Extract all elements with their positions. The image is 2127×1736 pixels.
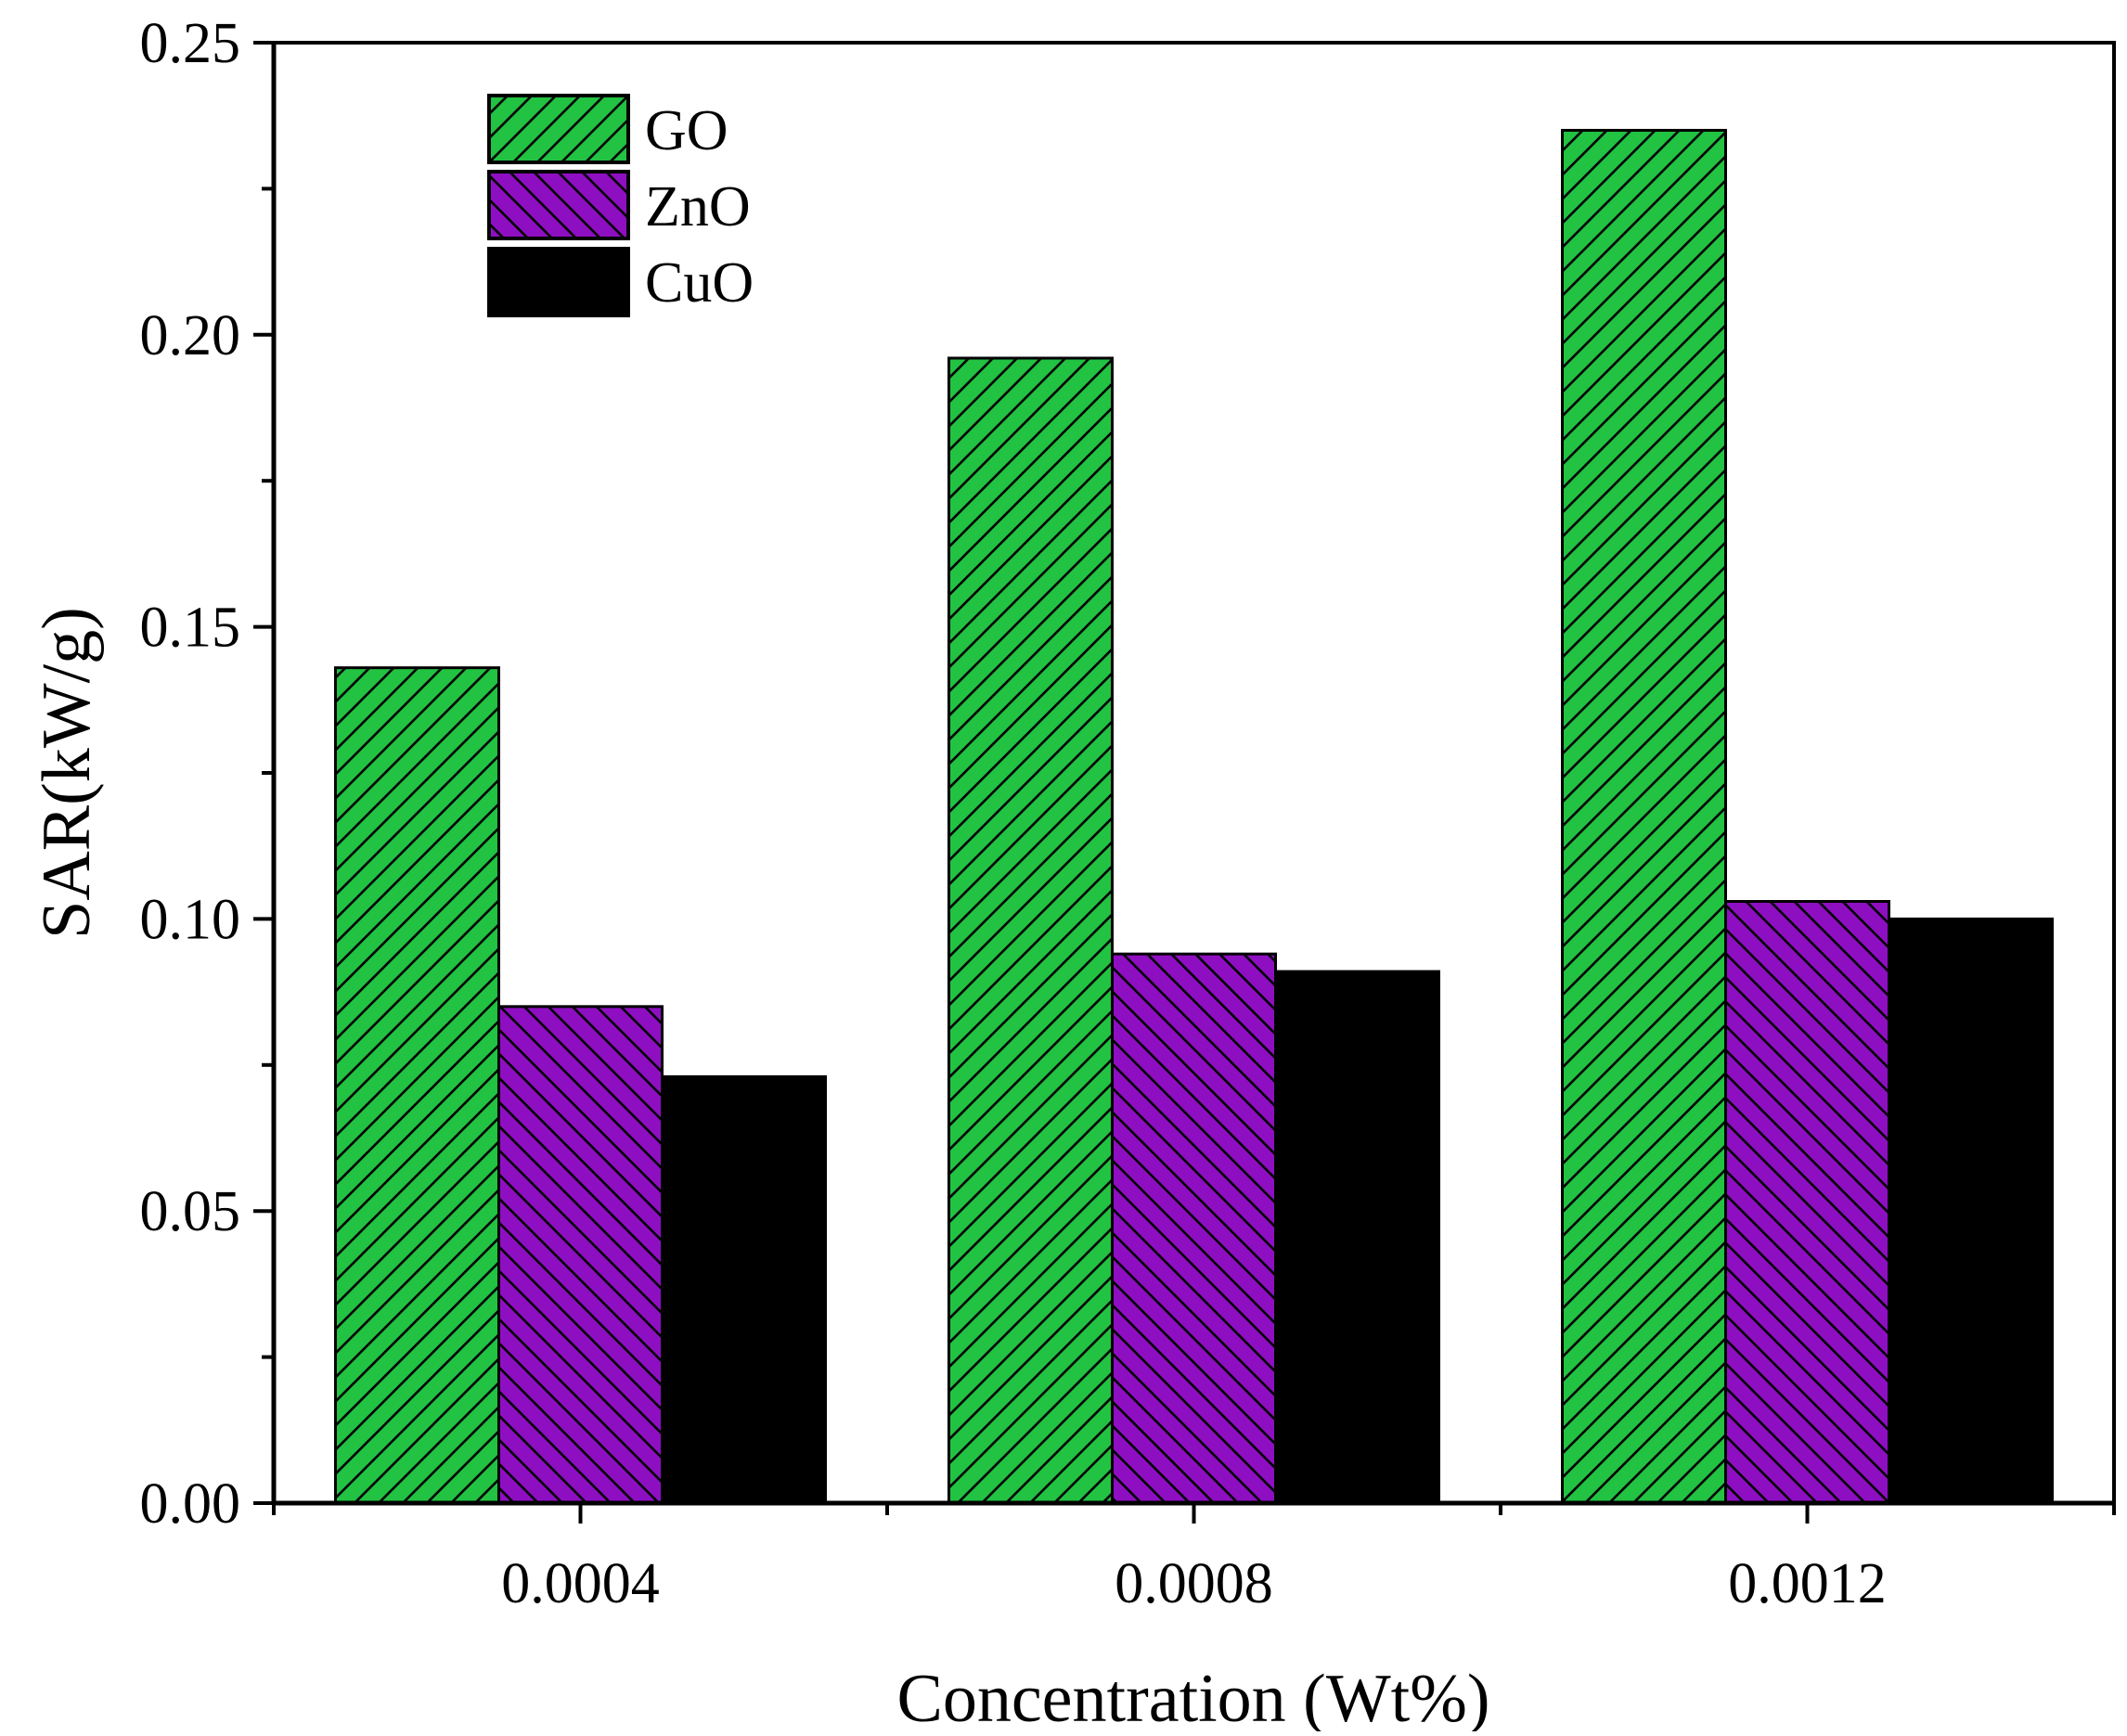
x-axis-title: Concentration (Wt%) — [896, 1661, 1489, 1731]
bar-go-0.0004 — [334, 666, 500, 1505]
legend-swatch-cuo — [487, 247, 630, 317]
legend: GO ZnO CuO — [487, 94, 754, 317]
legend-label-cuo: CuO — [645, 251, 754, 315]
bar-zno-0.0008 — [1111, 952, 1277, 1505]
y-tick-label: 0.05 — [140, 1180, 241, 1243]
y-axis-ticks: 0.00 0.05 0.10 0.15 0.20 0.25 — [140, 12, 274, 1536]
y-axis-title: SAR(kW/g) — [29, 607, 105, 939]
legend-label-zno: ZnO — [645, 175, 751, 238]
bar-zno-0.0004 — [497, 1005, 664, 1505]
x-tick-label: 0.0008 — [1115, 1552, 1273, 1615]
bar-go-0.0008 — [947, 356, 1114, 1505]
y-tick-label: 0.10 — [140, 888, 241, 951]
legend-swatch-zno — [487, 170, 630, 240]
y-tick-label: 0.00 — [140, 1472, 241, 1536]
x-axis-ticks: 0.0004 0.0008 0.0012 — [272, 1503, 2116, 1615]
y-tick-label: 0.25 — [140, 12, 241, 75]
x-tick-label: 0.0004 — [501, 1552, 660, 1615]
legend-swatch-go — [487, 94, 630, 164]
legend-label-go: GO — [645, 99, 728, 162]
bar-cuo-0.0004 — [661, 1074, 827, 1505]
bar-cuo-0.0008 — [1274, 970, 1440, 1505]
y-tick-label: 0.15 — [140, 597, 241, 660]
x-tick-label: 0.0012 — [1728, 1552, 1887, 1615]
bar-cuo-0.0012 — [1888, 917, 2054, 1505]
y-tick-label: 0.20 — [140, 304, 241, 367]
bar-zno-0.0012 — [1724, 900, 1890, 1505]
bars-layer — [334, 128, 2054, 1505]
bar-go-0.0012 — [1561, 128, 1727, 1505]
